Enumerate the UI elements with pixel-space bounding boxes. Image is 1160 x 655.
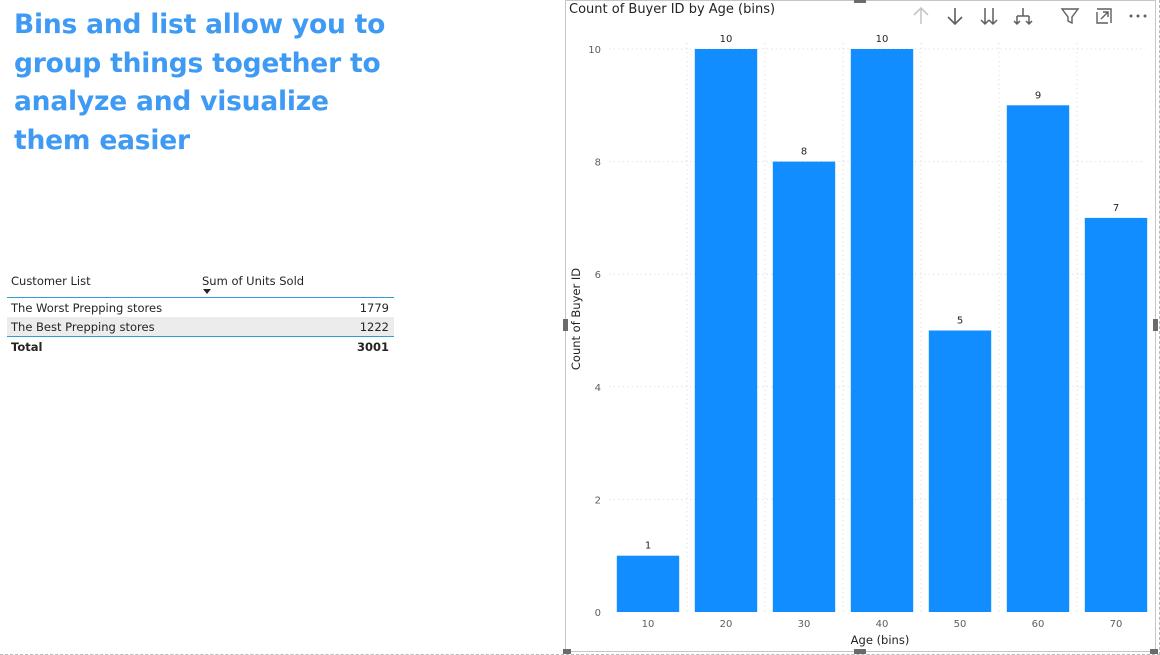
x-tick-label: 50 [954, 619, 967, 630]
total-value: 3001 [356, 340, 389, 354]
data-label: 10 [876, 34, 889, 45]
expand-hierarchy-icon[interactable] [1006, 4, 1040, 28]
bar-40[interactable] [850, 49, 914, 612]
chart-visual-frame[interactable] [563, 0, 1158, 654]
resize-handle-right[interactable] [1153, 319, 1158, 331]
double-arrow-down-icon[interactable] [972, 4, 1006, 28]
resize-handle-bottom-right[interactable] [1150, 649, 1158, 654]
table-total-row: Total 3001 [7, 337, 394, 356]
row-name: The Best Prepping stores [11, 320, 155, 334]
arrow-up-icon[interactable] [904, 4, 938, 28]
bar-chart[interactable]: Count of Buyer ID by Age (bins) Count of… [565, 0, 1156, 652]
row-value: 1222 [359, 320, 389, 334]
y-axis-label: Count of Buyer ID [569, 268, 583, 370]
data-label: 5 [957, 316, 963, 327]
column-header-customer-list[interactable]: Customer List [11, 274, 91, 288]
y-tick-label: 2 [595, 495, 601, 506]
resize-handle-bottom[interactable] [854, 649, 866, 654]
data-label: 9 [1035, 90, 1041, 101]
chart-title: Count of Buyer ID by Age (bins) [569, 2, 775, 17]
table-header: Customer List Sum of Units Sold [7, 270, 394, 298]
page-heading: Bins and list allow you to group things … [14, 9, 386, 156]
y-tick-label: 4 [595, 383, 601, 394]
sort-descending-icon[interactable] [203, 289, 211, 294]
x-axis-label: Age (bins) [851, 633, 910, 647]
y-tick-label: 0 [595, 608, 601, 619]
data-label: 7 [1113, 203, 1119, 214]
more-options-icon[interactable] [1121, 4, 1155, 28]
resize-handle-left[interactable] [563, 319, 568, 331]
visual-header [1053, 4, 1155, 28]
arrow-down-icon[interactable] [938, 4, 972, 28]
focus-mode-icon[interactable] [1087, 4, 1121, 28]
data-label: 8 [801, 147, 807, 158]
x-tick-label: 10 [642, 619, 655, 630]
table-row[interactable]: The Worst Prepping stores 1779 [7, 298, 394, 317]
x-tick-label: 40 [876, 619, 889, 630]
total-label: Total [11, 340, 43, 354]
filter-icon[interactable] [1053, 4, 1087, 28]
data-label: 1 [645, 541, 651, 552]
bar-70[interactable] [1084, 217, 1148, 612]
table-row[interactable]: The Best Prepping stores 1222 [7, 317, 394, 337]
resize-handle-bottom-left[interactable] [563, 649, 571, 654]
x-tick-label: 60 [1032, 619, 1045, 630]
bar-50[interactable] [928, 330, 992, 613]
y-tick-label: 10 [588, 45, 601, 56]
customer-table[interactable]: Customer List Sum of Units Sold The Wors… [7, 270, 394, 356]
drill-toolbar [904, 4, 1040, 28]
chart-labels: 0 2 4 6 8 10 1 10 10 20 8 30 10 40 5 50 9 60 7 70 [588, 34, 1122, 630]
resize-handle-top[interactable] [854, 0, 866, 3]
x-tick-label: 20 [720, 619, 733, 630]
bar-30[interactable] [772, 161, 836, 612]
x-tick-label: 70 [1110, 619, 1123, 630]
bar-60[interactable] [1006, 105, 1070, 613]
y-tick-label: 6 [595, 270, 601, 281]
row-name: The Worst Prepping stores [11, 301, 163, 315]
column-header-sum-units-sold[interactable]: Sum of Units Sold [202, 274, 305, 288]
bar-10[interactable] [616, 555, 680, 612]
y-tick-label: 8 [595, 158, 601, 169]
row-value: 1779 [359, 301, 389, 315]
bar-20[interactable] [694, 49, 758, 612]
x-tick-label: 30 [798, 619, 811, 630]
chart-bars [616, 49, 1148, 613]
data-label: 10 [720, 34, 733, 45]
